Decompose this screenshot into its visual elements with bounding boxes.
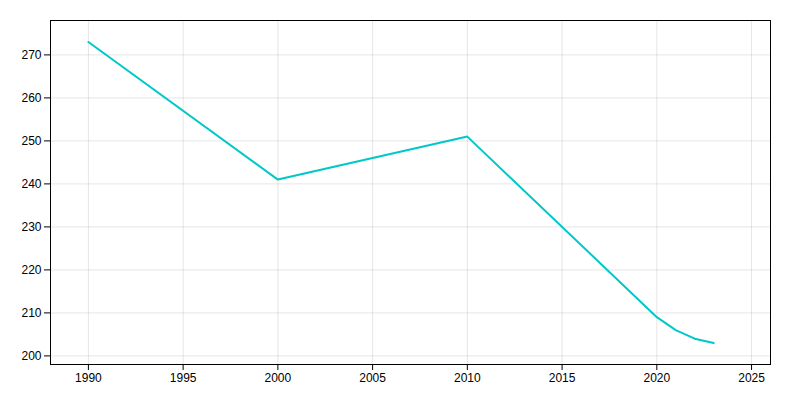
svg-text:2005: 2005 <box>359 371 386 385</box>
svg-text:1995: 1995 <box>170 371 197 385</box>
svg-text:230: 230 <box>21 220 41 234</box>
svg-text:2000: 2000 <box>265 371 292 385</box>
svg-text:220: 220 <box>21 263 41 277</box>
svg-text:240: 240 <box>21 177 41 191</box>
svg-text:2020: 2020 <box>643 371 670 385</box>
svg-text:260: 260 <box>21 91 41 105</box>
svg-text:2015: 2015 <box>549 371 576 385</box>
svg-text:2010: 2010 <box>454 371 481 385</box>
svg-text:1990: 1990 <box>75 371 102 385</box>
svg-text:2025: 2025 <box>738 371 765 385</box>
svg-text:250: 250 <box>21 134 41 148</box>
svg-text:270: 270 <box>21 48 41 62</box>
svg-text:200: 200 <box>21 349 41 363</box>
svg-text:210: 210 <box>21 306 41 320</box>
